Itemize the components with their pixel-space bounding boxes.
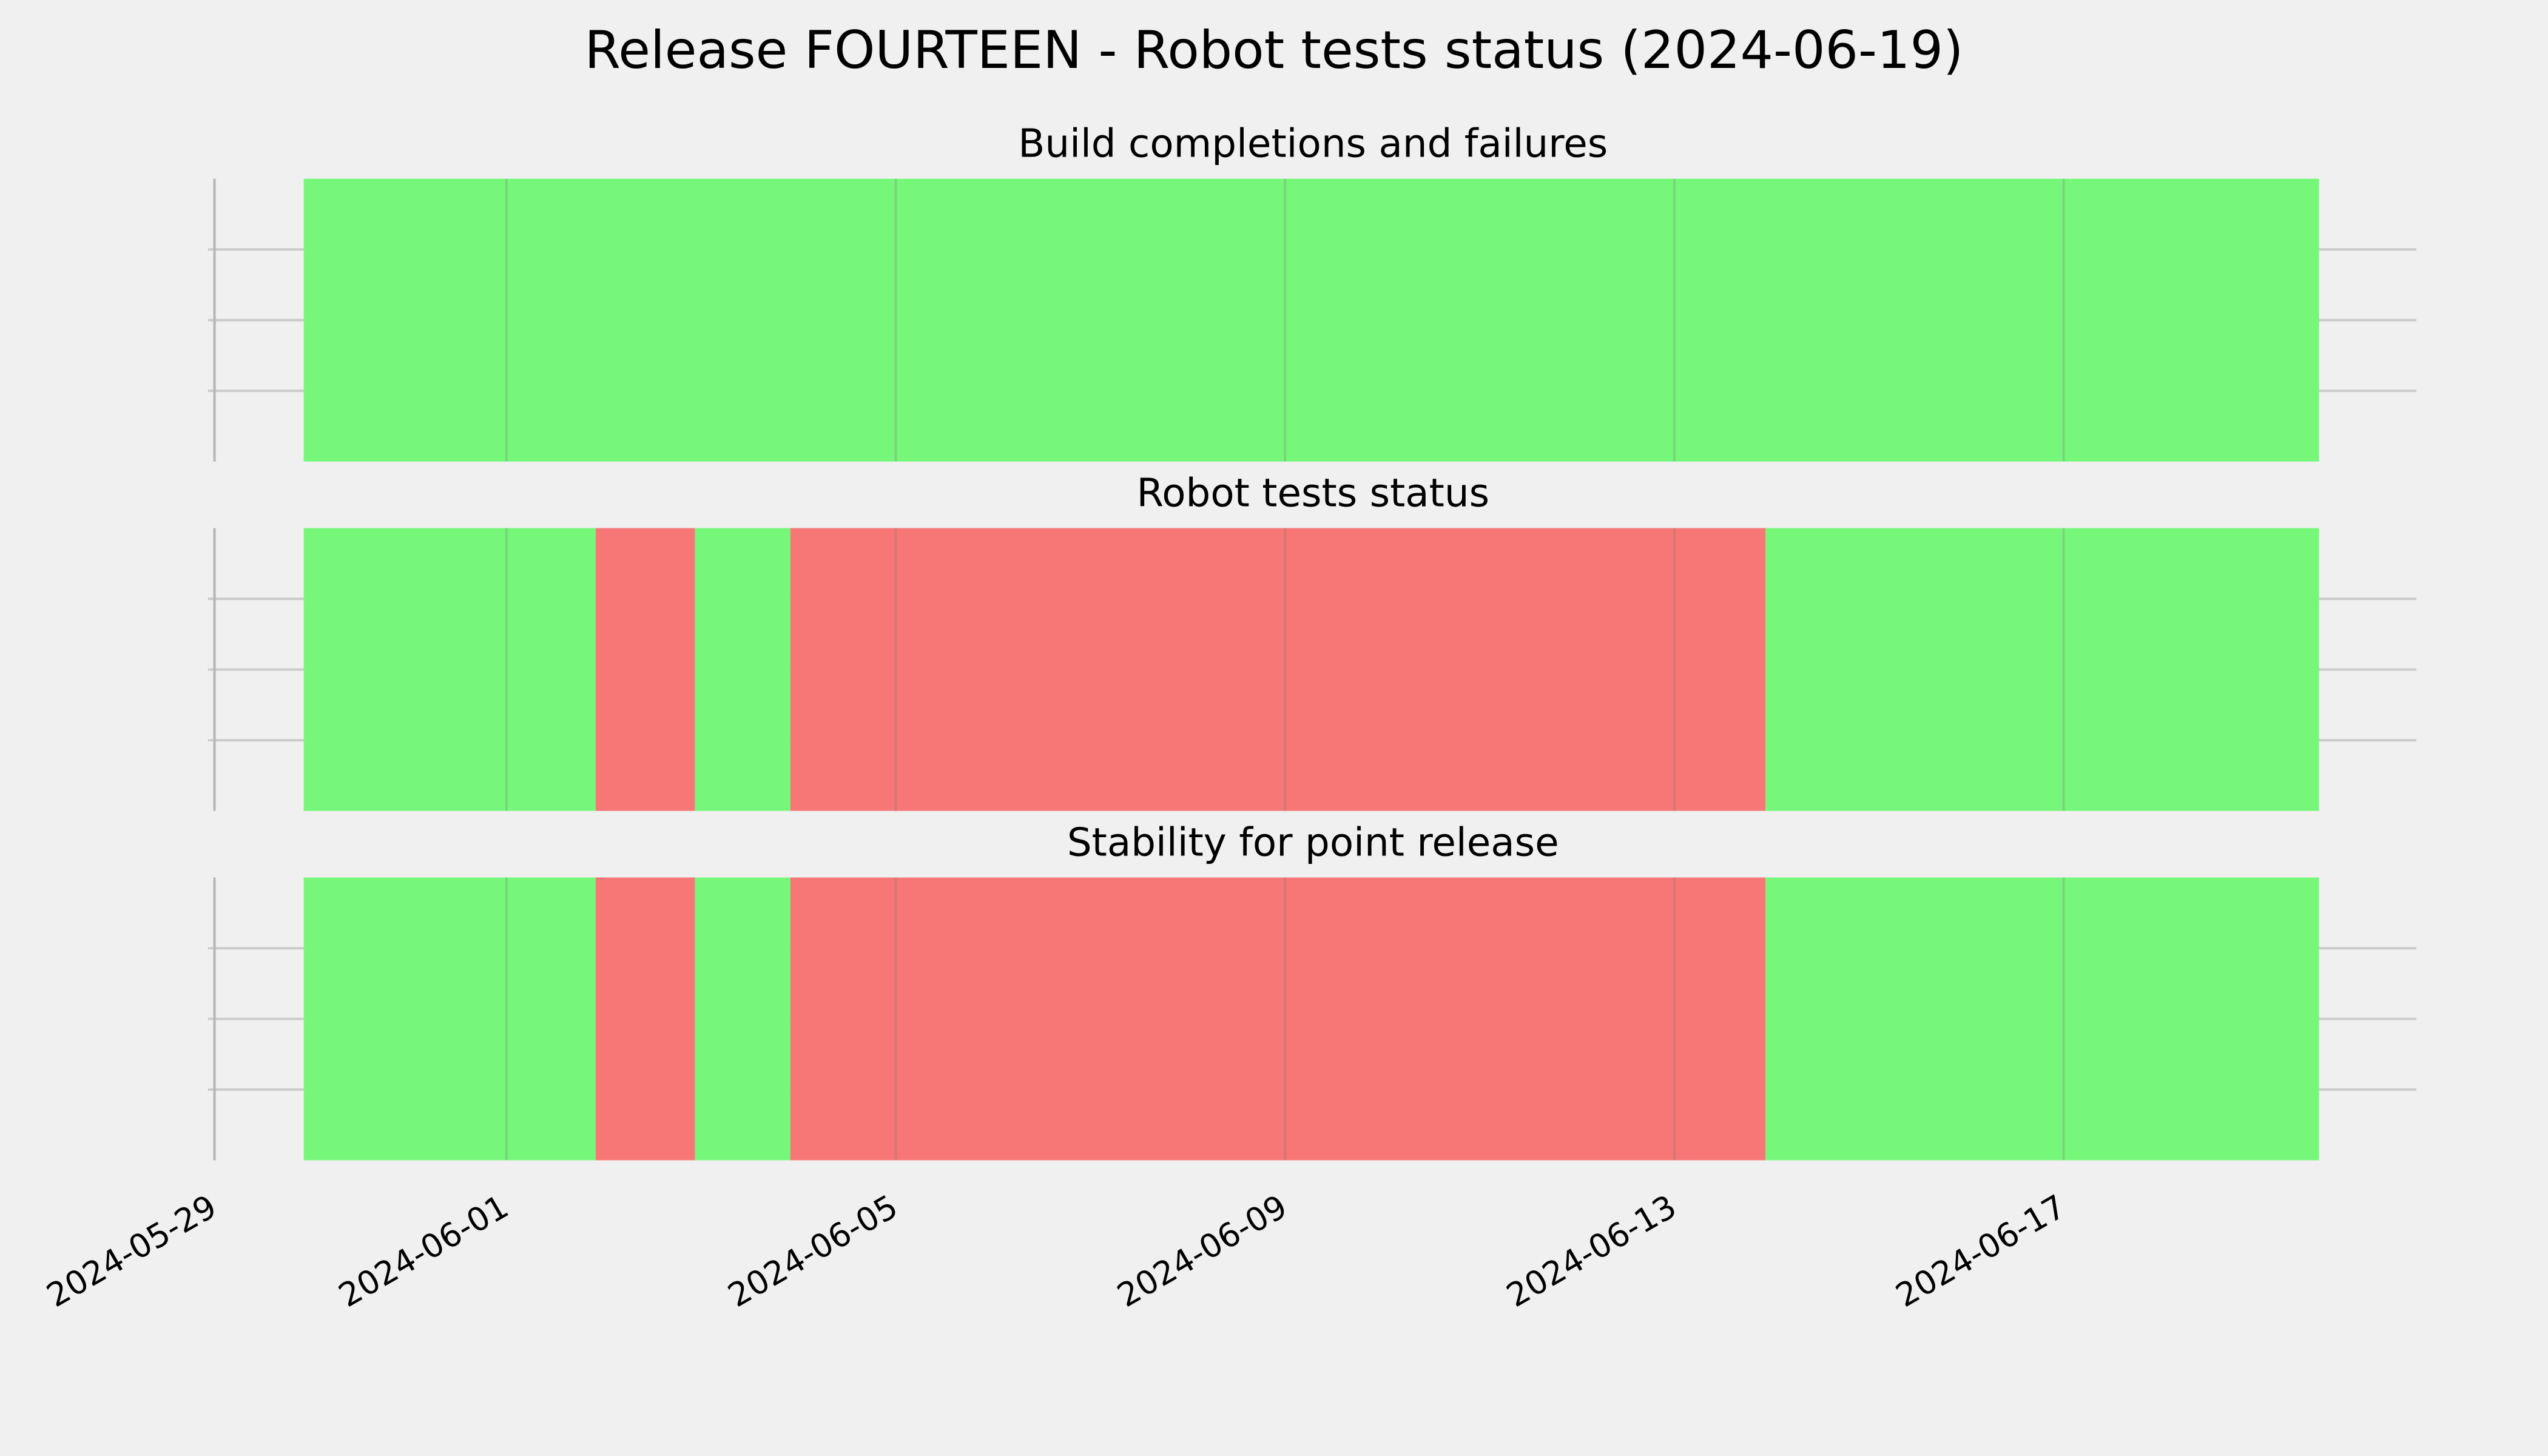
- panel-title: Stability for point release: [1067, 820, 1559, 865]
- status-span: [595, 528, 695, 811]
- status-span: [303, 877, 596, 1161]
- status-span: [303, 528, 596, 811]
- status-span: [695, 877, 790, 1161]
- panel-title: Robot tests status: [1136, 471, 1489, 516]
- status-span: [595, 877, 695, 1161]
- panel-title: Build completions and failures: [1018, 121, 1608, 167]
- status-span: [695, 528, 790, 811]
- status-span: [1765, 528, 2319, 811]
- status-span: [790, 528, 1766, 811]
- status-span: [790, 877, 1766, 1161]
- chart-title: Release FOURTEEN - Robot tests status (2…: [585, 20, 1964, 81]
- status-span: [303, 178, 2319, 462]
- status-span: [1765, 877, 2319, 1161]
